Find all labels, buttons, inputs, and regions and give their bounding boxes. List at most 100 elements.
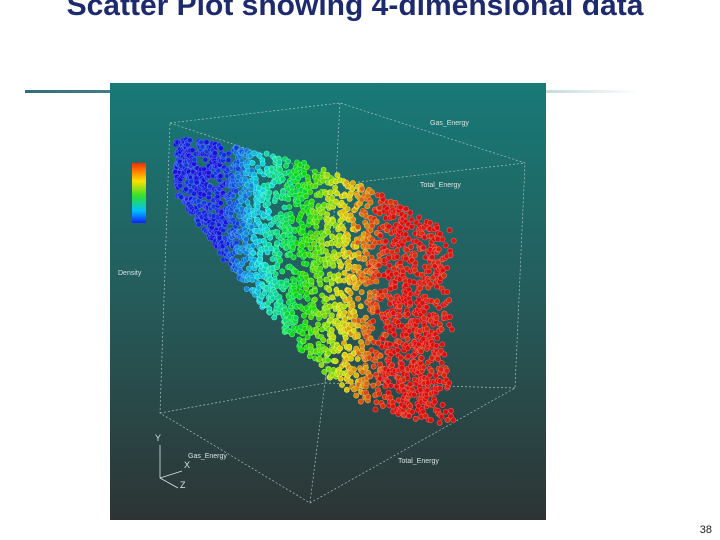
cloud-point	[438, 413, 445, 420]
cloud-point	[249, 276, 256, 283]
cloud-point	[387, 295, 394, 302]
cloud-point	[324, 211, 331, 218]
cloud-point	[394, 347, 401, 353]
cloud-point	[375, 262, 382, 269]
axis-label: Total_Energy	[420, 182, 461, 189]
cloud-point	[444, 289, 451, 295]
cloud-point	[399, 268, 406, 275]
cloud-point	[367, 373, 374, 380]
cloud-point	[396, 303, 403, 309]
cloud-point	[441, 272, 447, 279]
cloud-point	[408, 216, 415, 223]
cloud-point	[286, 204, 293, 210]
cloud-point	[397, 224, 404, 231]
cloud-point	[189, 147, 196, 154]
cloud-point	[405, 236, 412, 242]
cloud-point	[419, 300, 426, 306]
cloud-point	[369, 325, 376, 332]
cloud-point	[299, 347, 306, 354]
cloud-point	[428, 354, 435, 361]
cloud-point	[235, 166, 242, 172]
cloud-point	[407, 381, 414, 388]
cloud-point	[177, 182, 184, 189]
cloud-point	[365, 328, 372, 335]
cloud-point	[376, 257, 383, 264]
cloud-point	[382, 288, 389, 295]
cloud-point	[434, 356, 441, 362]
cloud-point	[439, 401, 446, 408]
cloud-point	[277, 298, 284, 305]
cloud-point	[433, 342, 440, 349]
cloud-point	[300, 338, 307, 345]
cloud-point	[321, 313, 328, 319]
cloud-point	[365, 393, 372, 400]
cloud-point	[334, 190, 340, 197]
cloud-point	[318, 362, 325, 368]
cloud-point	[358, 289, 365, 296]
cloud-point	[274, 261, 281, 268]
cloud-point	[372, 406, 379, 413]
cloud-point	[302, 193, 309, 200]
cloud-point	[431, 263, 438, 270]
cloud-point	[246, 265, 252, 272]
cloud-point	[350, 327, 357, 334]
cloud-point	[373, 399, 380, 406]
cloud-point	[324, 172, 331, 178]
cloud-point	[280, 188, 287, 195]
cloud-point	[387, 394, 394, 401]
cloud-point	[434, 259, 441, 266]
cloud-point	[364, 339, 371, 346]
cloud-point	[376, 390, 382, 397]
cloud-point	[304, 295, 311, 302]
cloud-point	[243, 236, 249, 243]
cloud-point	[279, 176, 286, 182]
cloud-point	[311, 241, 317, 247]
cloud-point	[366, 293, 373, 300]
cloud-point	[403, 247, 410, 254]
cloud-point	[335, 272, 342, 278]
cloud-point	[266, 309, 273, 316]
cloud-point	[422, 254, 429, 261]
cloud-point	[386, 254, 392, 261]
cloud-point	[368, 347, 375, 354]
cloud-point	[359, 271, 366, 278]
cloud-point	[399, 382, 406, 389]
cloud-point	[277, 166, 284, 173]
cloud-point	[243, 286, 250, 292]
cloud-point	[376, 204, 383, 211]
cloud-point	[375, 272, 382, 279]
cloud-point	[355, 223, 361, 230]
cloud-point	[357, 303, 364, 310]
cloud-point	[411, 252, 418, 259]
cloud-point	[373, 218, 380, 225]
cloud-point	[266, 214, 272, 221]
cloud-point	[403, 205, 409, 212]
cloud-point	[246, 218, 253, 224]
cloud-point	[334, 172, 341, 179]
cloud-point	[289, 309, 296, 316]
cloud-point	[435, 246, 442, 253]
cloud-point	[254, 203, 261, 210]
cloud-point	[433, 315, 440, 321]
cloud-point	[255, 185, 262, 192]
cloud-point	[345, 233, 351, 239]
cloud-point	[349, 180, 356, 186]
cloud-point	[285, 196, 292, 203]
axis-label: Density	[118, 270, 142, 277]
cloud-point	[243, 230, 250, 237]
cloud-point	[266, 189, 273, 196]
cloud-point	[437, 231, 444, 237]
cloud-point	[303, 261, 310, 267]
cloud-point	[444, 264, 450, 271]
cloud-point	[448, 326, 455, 333]
cloud-point	[265, 200, 272, 207]
cloud-point	[354, 239, 361, 246]
cloud-point	[355, 250, 362, 257]
cloud-point	[202, 156, 209, 163]
cloud-point	[446, 321, 453, 328]
cloud-point	[412, 415, 419, 422]
cloud-point	[325, 366, 332, 373]
cloud-point	[402, 231, 409, 238]
cloud-point	[349, 186, 356, 192]
cloud-point	[417, 386, 424, 393]
